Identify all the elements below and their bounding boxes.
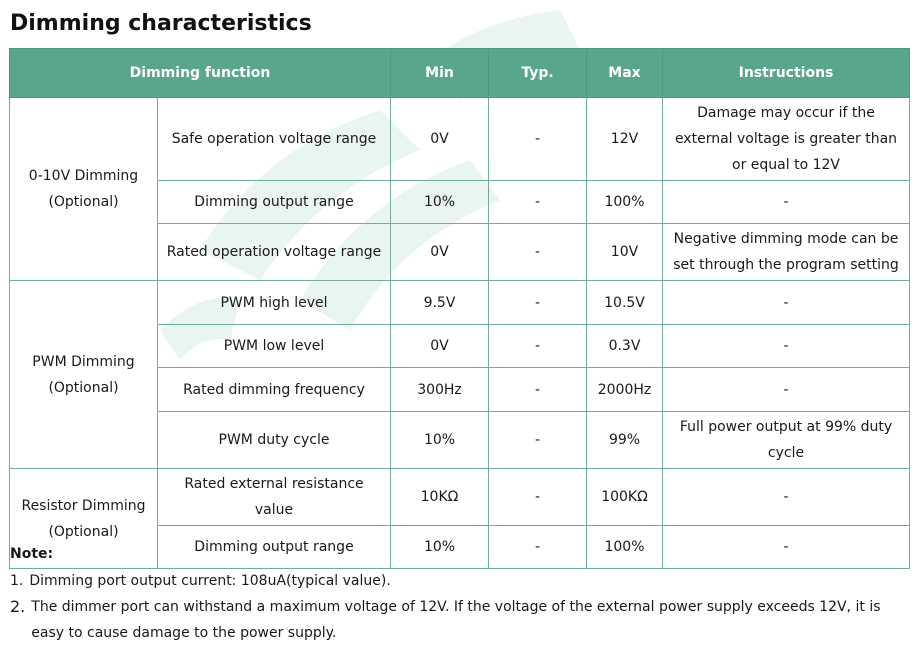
param-cell: Dimming output range [157, 525, 391, 569]
typ-cell: - [488, 324, 587, 368]
param-cell: Rated dimming frequency [157, 367, 391, 412]
table-row: Rated dimming frequency 300Hz - 2000Hz - [10, 367, 910, 412]
min-cell: 10% [390, 525, 489, 569]
header-row: Dimming function Min Typ. Max Instructio… [9, 48, 910, 98]
note-text: Dimming port output current: 108uA(typic… [29, 573, 391, 589]
param-cell: Rated external resistance value [157, 468, 391, 526]
instructions-cell: Full power output at 99% duty cycle [662, 411, 910, 469]
instructions-cell: - [662, 324, 910, 368]
notes-section: Note: 1. Dimming port output current: 10… [10, 544, 910, 646]
max-cell: 2000Hz [586, 367, 663, 412]
max-cell: 99% [586, 411, 663, 469]
min-cell: 9.5V [390, 280, 489, 325]
dimming-table: Dimming function Min Typ. Max Instructio… [9, 48, 910, 569]
param-cell: Dimming output range [157, 180, 391, 224]
max-cell: 100KΩ [586, 468, 663, 526]
typ-cell: - [488, 97, 587, 181]
max-cell: 10.5V [586, 280, 663, 325]
max-cell: 10V [586, 223, 663, 281]
min-cell: 10KΩ [390, 468, 489, 526]
typ-cell: - [488, 223, 587, 281]
max-cell: 12V [586, 97, 663, 181]
table-row: 0-10V Dimming (Optional) Safe operation … [9, 97, 910, 281]
min-cell: 10% [390, 411, 489, 469]
min-cell: 10% [390, 180, 489, 224]
param-cell: Rated operation voltage range [157, 223, 391, 281]
header-min: Min [390, 48, 489, 98]
instructions-cell: - [662, 468, 910, 526]
min-cell: 0V [390, 97, 489, 181]
header-instructions: Instructions [662, 48, 910, 98]
param-cell: PWM low level [157, 324, 391, 368]
header-max: Max [586, 48, 663, 98]
page-title: Dimming characteristics [10, 11, 312, 36]
param-cell: PWM duty cycle [157, 411, 391, 469]
typ-cell: - [488, 367, 587, 412]
typ-cell: - [488, 468, 587, 526]
instructions-cell: Negative dimming mode can be set through… [662, 223, 910, 281]
max-cell: 100% [586, 180, 663, 224]
max-cell: 0.3V [586, 324, 663, 368]
min-cell: 300Hz [390, 367, 489, 412]
typ-cell: - [488, 180, 587, 224]
param-cell: Safe operation voltage range [157, 97, 391, 181]
table-row: PWM Dimming (Optional) PWM high level 9.… [9, 280, 910, 469]
note-text: The dimmer port can withstand a maximum … [31, 599, 881, 641]
min-cell: 0V [390, 324, 489, 368]
instructions-cell: - [662, 180, 910, 224]
notes-title: Note: [10, 546, 54, 562]
table-row: Resistor Dimming (Optional) Rated extern… [9, 468, 910, 569]
min-cell: 0V [390, 223, 489, 281]
group-name-pwm: PWM Dimming (Optional) [9, 280, 158, 469]
typ-cell: - [488, 411, 587, 469]
note-item: 1. Dimming port output current: 108uA(ty… [10, 568, 910, 594]
typ-cell: - [488, 525, 587, 569]
table-row: PWM low level 0V - 0.3V - [10, 324, 910, 368]
header-function: Dimming function [9, 48, 391, 98]
note-number: 1. [10, 573, 24, 589]
group-name-resistor: Resistor Dimming (Optional) [9, 468, 158, 569]
typ-cell: - [488, 280, 587, 325]
instructions-cell: - [662, 525, 910, 569]
note-number: 2. [10, 597, 26, 616]
table-row: PWM duty cycle 10% - 99% Full power outp… [10, 411, 910, 469]
param-cell: PWM high level [157, 280, 391, 325]
instructions-cell: Damage may occur if the external voltage… [662, 97, 910, 181]
max-cell: 100% [586, 525, 663, 569]
note-item: 2. The dimmer port can withstand a maxim… [10, 594, 910, 646]
instructions-cell: - [662, 367, 910, 412]
header-typ: Typ. [488, 48, 587, 98]
group-name-0-10v: 0-10V Dimming (Optional) [9, 97, 158, 281]
instructions-cell: - [662, 280, 910, 325]
table-row: Dimming output range 10% - 100% - [10, 525, 910, 569]
